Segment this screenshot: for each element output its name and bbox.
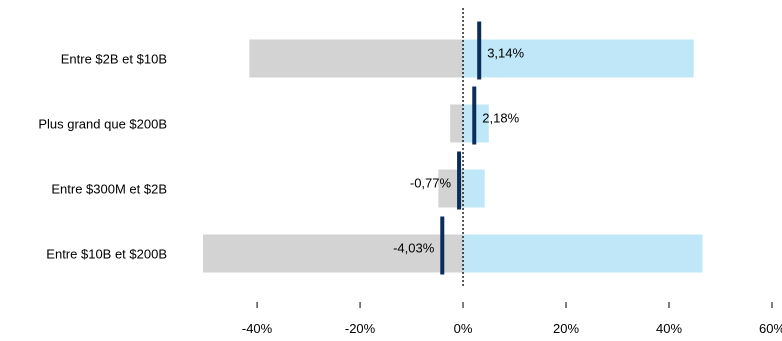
range-max-bar: [463, 234, 703, 273]
data-label: 3,14%: [487, 46, 524, 61]
category-label: Plus grand que $200B: [38, 117, 167, 132]
x-tick-label: 60%: [759, 321, 782, 336]
range-min-bar: [249, 39, 464, 78]
category-label: Entre $300M et $2B: [51, 182, 167, 197]
range-min-bar: [450, 104, 464, 143]
data-label: -4,03%: [393, 241, 435, 256]
x-tick-label: -40%: [242, 321, 273, 336]
range-max-bar: [463, 39, 694, 78]
category-labels: Entre $2B et $10B Plus grand que $200B Ent…: [38, 52, 167, 262]
category-label: Entre $10B et $200B: [46, 247, 167, 262]
range-min-bar: [203, 234, 464, 273]
data-label: -0,77%: [410, 176, 452, 191]
markers-layer: [440, 21, 482, 275]
bars-layer: [203, 39, 703, 273]
data-labels: 3,14% 2,18% -0,77% -4,03%: [393, 46, 524, 256]
category-label: Entre $2B et $10B: [61, 52, 167, 67]
x-tick-label: 20%: [553, 321, 579, 336]
x-tick-label: -20%: [345, 321, 376, 336]
x-axis: -40% -20% 0% 20% 40% 60%: [242, 302, 782, 336]
range-max-bar: [463, 169, 485, 208]
x-tick-label: 0%: [454, 321, 473, 336]
data-label: 2,18%: [482, 111, 519, 126]
x-tick-label: 40%: [656, 321, 682, 336]
